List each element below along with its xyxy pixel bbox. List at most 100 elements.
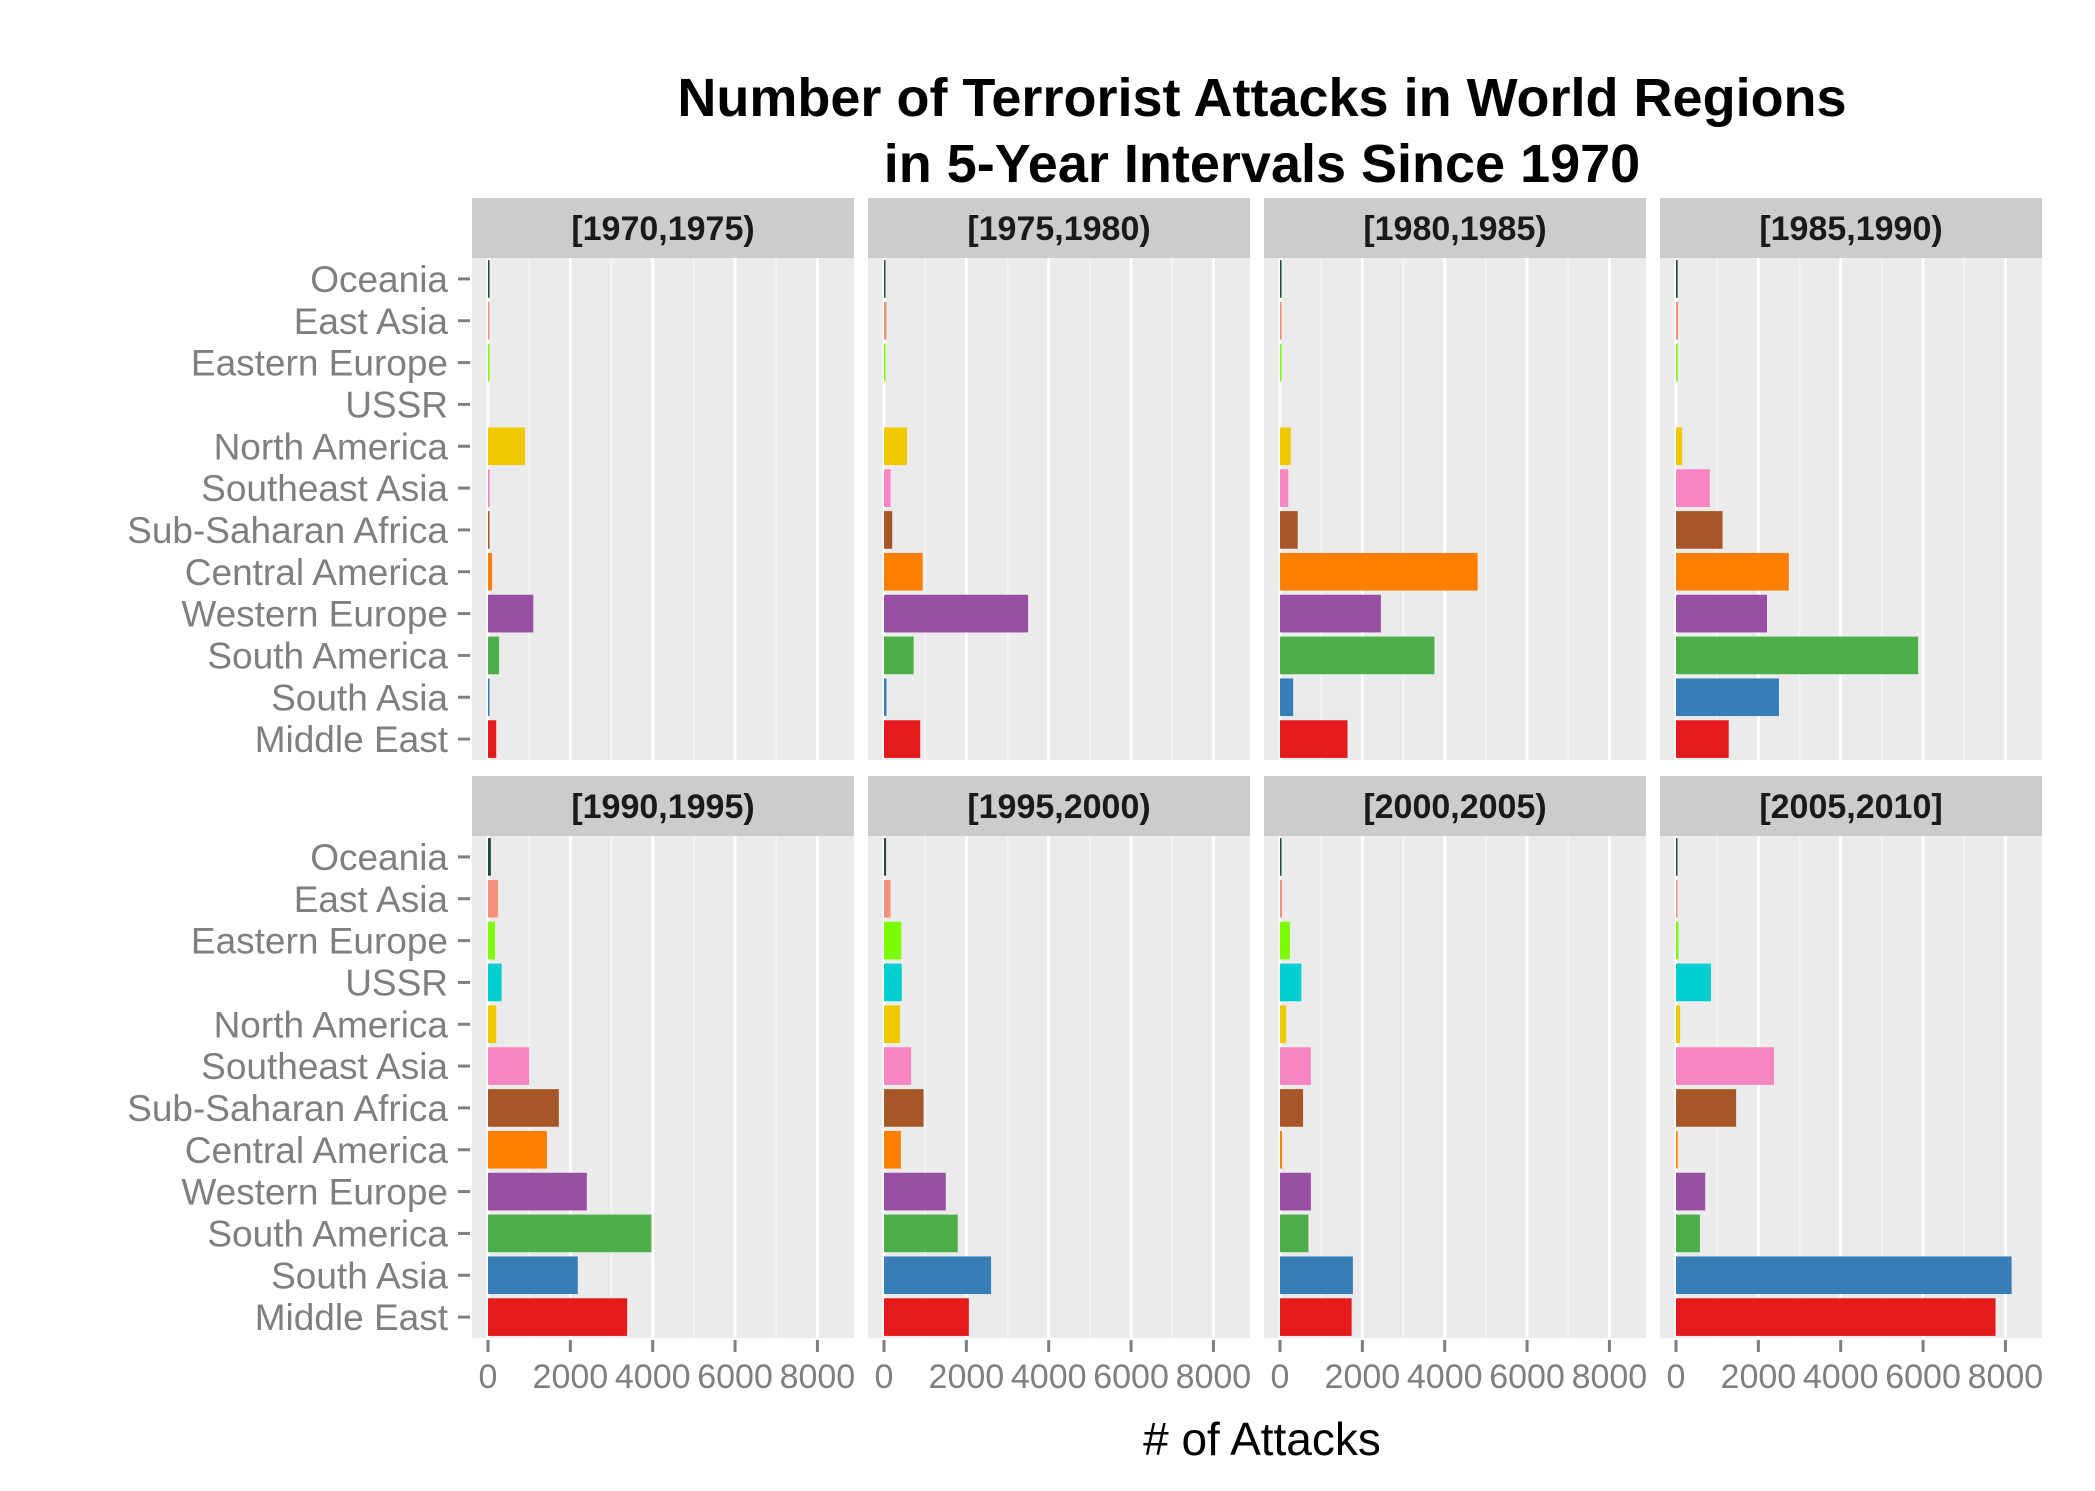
- bar-1995-2000-north-america: [884, 1005, 901, 1044]
- facet-strip-label-2000-2005: [2000,2005): [1363, 788, 1546, 826]
- bar-2000-2005-north-america: [1280, 1005, 1287, 1044]
- bar-1995-2000-eastern-europe: [884, 921, 902, 960]
- bar-1980-1985-western-europe: [1280, 594, 1381, 633]
- y-tick-label-sub-saharan-africa: Sub-Saharan Africa: [127, 1088, 448, 1129]
- facet-plot-area-1990-1995: [472, 836, 854, 1338]
- x-tick-label: 6000: [697, 1358, 773, 1396]
- x-tick-label: 8000: [1968, 1358, 2044, 1396]
- x-axis-title: # of Attacks: [1143, 1413, 1381, 1465]
- bar-1975-1980-middle-east: [884, 720, 921, 758]
- facet-strip-label-1970-1975: [1970,1975): [571, 210, 754, 248]
- bar-1995-2000-central-america: [884, 1130, 901, 1169]
- bar-1985-1990-southeast-asia: [1676, 469, 1710, 507]
- bar-1970-1975-eastern-europe: [488, 343, 490, 382]
- bar-1970-1975-central-america: [488, 552, 493, 591]
- bar-1975-1980-east-asia: [884, 301, 887, 340]
- bar-2000-2005-ussr: [1280, 963, 1302, 1002]
- x-tick-label: 6000: [1489, 1358, 1565, 1396]
- y-tick-label-western-europe: Western Europe: [181, 594, 448, 635]
- x-tick-label: 0: [875, 1358, 894, 1396]
- bar-1980-1985-south-asia: [1280, 678, 1294, 717]
- x-tick-label: 2000: [1325, 1358, 1401, 1396]
- bar-1970-1975-western-europe: [488, 594, 534, 633]
- bar-1985-1990-sub-saharan-africa: [1676, 511, 1723, 549]
- bar-1985-1990-oceania: [1676, 260, 1678, 298]
- x-tick-label: 2000: [1721, 1358, 1797, 1396]
- bar-1990-1995-ussr: [488, 963, 502, 1002]
- x-tick-label: 8000: [1176, 1358, 1252, 1396]
- facet-plot-area-1975-1980: [868, 258, 1250, 760]
- bar-2005-2010-south-asia: [1676, 1256, 2012, 1295]
- bar-1970-1975-east-asia: [488, 301, 490, 340]
- y-tick-label-eastern-europe: Eastern Europe: [191, 343, 448, 384]
- facet-strip-1985-1990: [1660, 198, 2042, 258]
- bar-2000-2005-western-europe: [1280, 1172, 1311, 1211]
- bar-1990-1995-eastern-europe: [488, 921, 495, 960]
- bar-1995-2000-middle-east: [884, 1298, 969, 1336]
- bar-1995-2000-south-asia: [884, 1256, 992, 1295]
- chart-title-line-1: Number of Terrorist Attacks in World Reg…: [677, 68, 1846, 128]
- bar-2005-2010-eastern-europe: [1676, 921, 1679, 960]
- y-tick-label-oceania: Oceania: [310, 259, 448, 300]
- y-tick-label-eastern-europe: Eastern Europe: [191, 921, 448, 962]
- facet-strip-2005-2010: [1660, 776, 2042, 836]
- chart-title-line-2: in 5-Year Intervals Since 1970: [884, 134, 1640, 194]
- bar-2005-2010-east-asia: [1676, 879, 1678, 918]
- x-tick-label: 6000: [1093, 1358, 1169, 1396]
- bar-2005-2010-south-america: [1676, 1214, 1700, 1253]
- bar-1990-1995-western-europe: [488, 1172, 587, 1211]
- facet-strip-label-1980-1985: [1980,1985): [1363, 210, 1546, 248]
- y-tick-label-north-america: North America: [214, 1004, 449, 1045]
- bar-1995-2000-east-asia: [884, 879, 891, 918]
- x-tick-label: 0: [1667, 1358, 1686, 1396]
- facet-plot-area-2005-2010: [1660, 836, 2042, 1338]
- bar-1985-1990-eastern-europe: [1676, 343, 1678, 382]
- y-tick-label-south-america: South America: [207, 1213, 448, 1254]
- bar-1980-1985-south-america: [1280, 636, 1435, 675]
- bar-2000-2005-middle-east: [1280, 1298, 1352, 1336]
- bar-1985-1990-east-asia: [1676, 301, 1679, 340]
- bar-1990-1995-sub-saharan-africa: [488, 1089, 559, 1127]
- facet-strip-label-2005-2010: [2005,2010]: [1759, 788, 1942, 826]
- x-tick-label: 4000: [1011, 1358, 1087, 1396]
- bar-1975-1980-central-america: [884, 552, 923, 591]
- y-tick-label-southeast-asia: Southeast Asia: [201, 468, 448, 509]
- bar-2000-2005-east-asia: [1280, 879, 1283, 918]
- bar-1985-1990-western-europe: [1676, 594, 1767, 633]
- x-tick-label: 2000: [533, 1358, 609, 1396]
- facet-strip-1975-1980: [868, 198, 1250, 258]
- bar-1985-1990-central-america: [1676, 552, 1789, 591]
- y-tick-label-oceania: Oceania: [310, 837, 448, 878]
- bar-1990-1995-north-america: [488, 1005, 497, 1044]
- x-tick-label: 0: [479, 1358, 498, 1396]
- bar-1990-1995-central-america: [488, 1130, 547, 1169]
- bar-1990-1995-south-america: [488, 1214, 652, 1253]
- x-tick-label: 8000: [1572, 1358, 1648, 1396]
- bar-1985-1990-south-america: [1676, 636, 1919, 675]
- bar-1975-1980-oceania: [884, 260, 886, 298]
- bar-2005-2010-central-america: [1676, 1130, 1678, 1169]
- bar-2005-2010-oceania: [1676, 838, 1678, 876]
- bar-2000-2005-southeast-asia: [1280, 1047, 1311, 1085]
- bar-2000-2005-south-america: [1280, 1214, 1309, 1253]
- y-tick-label-south-asia: South Asia: [271, 1255, 448, 1296]
- bar-1975-1980-eastern-europe: [884, 343, 886, 382]
- bar-2005-2010-western-europe: [1676, 1172, 1706, 1211]
- facet-plot-area-1970-1975: [472, 258, 854, 760]
- bar-2000-2005-sub-saharan-africa: [1280, 1089, 1304, 1127]
- bar-1980-1985-southeast-asia: [1280, 469, 1289, 507]
- facet-plot-area-1980-1985: [1264, 258, 1646, 760]
- bar-1970-1975-oceania: [488, 260, 490, 298]
- bar-2005-2010-ussr: [1676, 963, 1711, 1002]
- facet-strip-label-1990-1995: [1990,1995): [571, 788, 754, 826]
- y-tick-label-south-asia: South Asia: [271, 677, 448, 718]
- y-tick-label-sub-saharan-africa: Sub-Saharan Africa: [127, 510, 448, 551]
- bar-1980-1985-middle-east: [1280, 720, 1348, 758]
- facet-strip-1995-2000: [868, 776, 1250, 836]
- facet-plot-area-2000-2005: [1264, 836, 1646, 1338]
- bar-1975-1980-sub-saharan-africa: [884, 511, 893, 549]
- y-tick-label-east-asia: East Asia: [294, 301, 449, 342]
- facet-strip-1980-1985: [1264, 198, 1646, 258]
- facet-strip-1970-1975: [472, 198, 854, 258]
- bar-1975-1980-north-america: [884, 427, 908, 466]
